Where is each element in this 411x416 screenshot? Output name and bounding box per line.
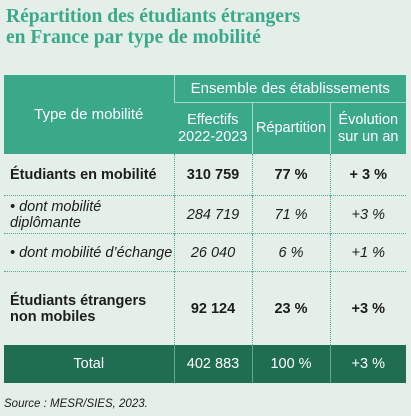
cell-effectifs: 92 124 <box>173 271 252 345</box>
cell-effectifs: 26 040 <box>173 233 252 272</box>
header-effectifs: Effectifs 2022-2023 <box>174 102 252 154</box>
total-effectifs: 402 883 <box>173 345 252 383</box>
header-ensemble: Ensemble des établissements <box>173 75 406 103</box>
cell-repartition: 23 % <box>251 271 330 345</box>
header-row-group: Type de mobilité Ensemble des établissem… <box>4 75 406 154</box>
header-evolution-line2: sur un an <box>338 128 399 145</box>
cell-effectifs: 310 759 <box>173 154 252 196</box>
table-row: • dont mobilité diplômante 284 719 71 % … <box>4 195 406 234</box>
cell-evolution: + 3 % <box>329 154 406 196</box>
title-line-1: Répartition des étudiants étrangers <box>6 6 301 27</box>
header-evolution: Évolution sur un an <box>329 102 406 154</box>
header-evolution-line1: Évolution <box>338 111 399 128</box>
row-label: • dont mobilité diplômante <box>4 195 174 234</box>
cell-repartition: 71 % <box>251 195 330 234</box>
source-note: Source : MESR/SIES, 2023. <box>4 398 148 410</box>
title-line-2: en France par type de mobilité <box>6 27 261 48</box>
row-label: Étudiants étrangers non mobiles <box>4 271 174 345</box>
table-title: Répartition des étudiants étrangers en F… <box>6 6 406 48</box>
row-label-line1: Étudiants étrangers <box>10 292 147 309</box>
row-label-line2: non mobiles <box>10 308 96 325</box>
header-repartition: Répartition <box>251 102 330 154</box>
table-row: Étudiants en mobilité 310 759 77 % + 3 % <box>4 154 406 196</box>
cell-repartition: 77 % <box>251 154 330 196</box>
header-repartition-label: Répartition <box>255 120 327 136</box>
table-row: Étudiants étrangers non mobiles 92 124 2… <box>4 271 406 345</box>
cell-evolution: +1 % <box>329 233 406 272</box>
cell-repartition: 6 % <box>251 233 330 272</box>
header-type-mobilite: Type de mobilité <box>4 75 174 154</box>
cell-effectifs: 284 719 <box>173 195 252 234</box>
total-evolution: +3 % <box>329 345 406 383</box>
header-row-columns: Effectifs 2022-2023 Répartition Évolutio… <box>4 102 406 154</box>
total-label: Total <box>4 345 174 383</box>
header-effectifs-line2: 2022-2023 <box>178 128 248 145</box>
total-repartition: 100 % <box>251 345 330 383</box>
cell-evolution: +3 % <box>329 195 406 234</box>
cell-evolution: +3 % <box>329 271 406 345</box>
mobility-table: Type de mobilité Ensemble des établissem… <box>4 75 406 383</box>
row-label: • dont mobilité d’échange <box>4 233 174 272</box>
total-row: Total 402 883 100 % +3 % <box>4 345 406 383</box>
table-row: • dont mobilité d’échange 26 040 6 % +1 … <box>4 233 406 272</box>
row-label: Étudiants en mobilité <box>4 154 174 196</box>
header-effectifs-line1: Effectifs <box>187 111 239 128</box>
